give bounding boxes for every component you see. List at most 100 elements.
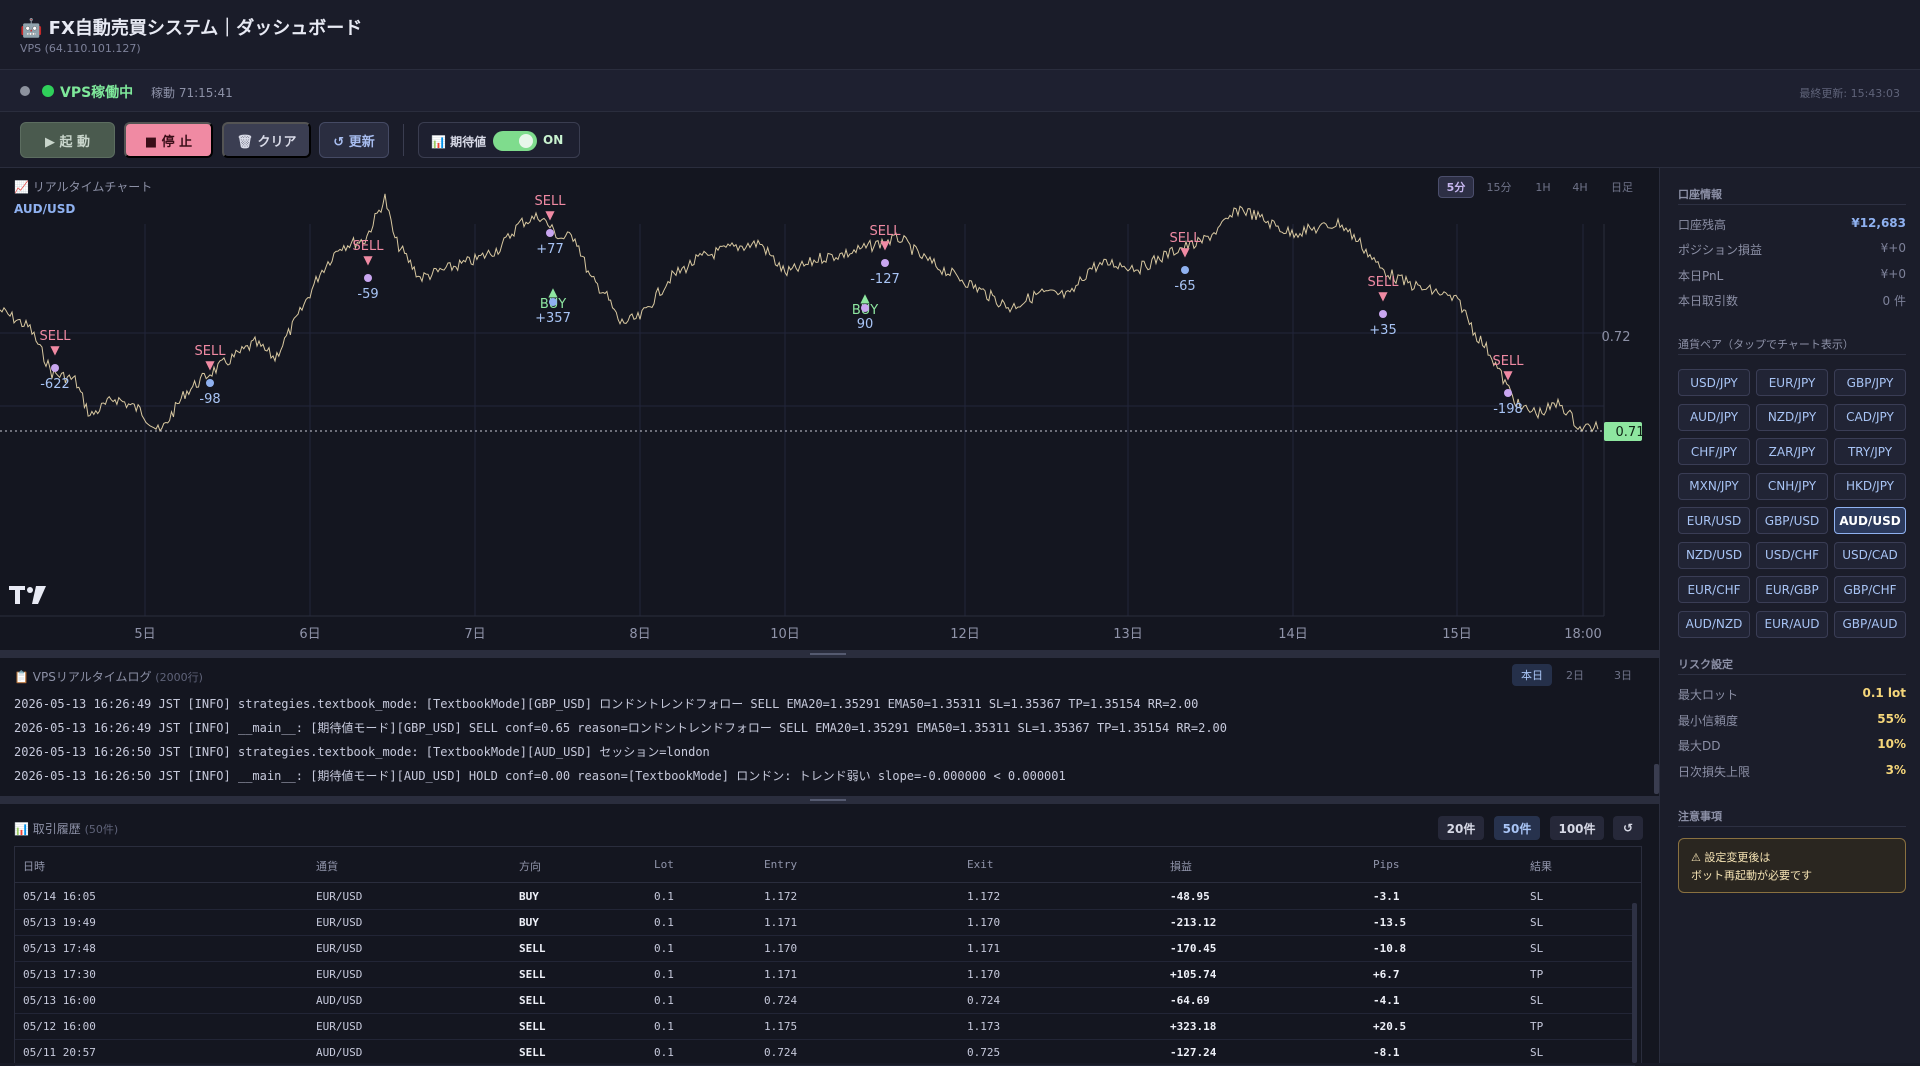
- notice-line-2: ボット再起動が必要です: [1691, 869, 1812, 882]
- pair-button-cnhjpy[interactable]: CNH/JPY: [1756, 472, 1828, 500]
- pair-button-gbpaud[interactable]: GBP/AUD: [1834, 610, 1906, 638]
- log-range-today[interactable]: 本日: [1512, 664, 1552, 686]
- clear-button[interactable]: 🗑 クリア: [222, 122, 311, 158]
- log-history-splitter[interactable]: [0, 796, 1659, 804]
- risk-section-title: リスク設定: [1678, 658, 1733, 671]
- risk-daily-loss: 日次損失上限 3%: [1678, 763, 1906, 783]
- log-range-2d[interactable]: 2日: [1566, 669, 1584, 682]
- arrow-down-icon: ▼: [363, 253, 373, 267]
- cell-datetime: 05/13 16:00: [23, 994, 96, 1007]
- pair-button-nzdusd[interactable]: NZD/USD: [1678, 541, 1750, 569]
- pair-button-nzdjpy[interactable]: NZD/JPY: [1756, 403, 1828, 431]
- limit-50-button[interactable]: 50件: [1494, 816, 1540, 840]
- vps-status-label: VPS稼働中: [60, 85, 134, 101]
- cell-lot: 0.1: [654, 1046, 674, 1059]
- trade-exit-dot[interactable]: [1504, 389, 1512, 397]
- pair-button-eurgbp[interactable]: EUR/GBP: [1756, 576, 1828, 603]
- pair-button-eurchf[interactable]: EUR/CHF: [1678, 576, 1750, 603]
- timeframe-4h[interactable]: 4H: [1572, 180, 1588, 194]
- trade-exit-dot[interactable]: [861, 304, 869, 312]
- connection-indicator-icon: [20, 86, 30, 96]
- log-scrollbar[interactable]: [1654, 764, 1659, 794]
- expected-value-toggle[interactable]: [493, 131, 537, 151]
- limit-20-button[interactable]: 20件: [1438, 816, 1484, 840]
- trade-exit-dot[interactable]: [206, 379, 214, 387]
- divider: [1678, 674, 1906, 675]
- trade-exit-dot[interactable]: [1379, 310, 1387, 318]
- timeframe-1h[interactable]: 1H: [1535, 180, 1551, 194]
- timeframe-daily[interactable]: 日足: [1611, 181, 1633, 194]
- trade-marker-pnl: -59: [357, 287, 378, 302]
- notice-box: ⚠ 設定変更後は ボット再起動が必要です: [1678, 838, 1906, 893]
- notice-line-1: ⚠ 設定変更後は: [1691, 851, 1771, 864]
- cell-exit: 0.725: [967, 1046, 1001, 1059]
- trade-exit-dot[interactable]: [546, 229, 554, 237]
- pair-button-cadjpy[interactable]: CAD/JPY: [1834, 403, 1906, 431]
- time-axis-tick: 7日: [464, 627, 485, 642]
- cell-datetime: 05/13 17:48: [23, 942, 96, 955]
- cell-direction: SELL: [519, 994, 546, 1007]
- pair-button-gbpusd[interactable]: GBP/USD: [1756, 507, 1828, 534]
- table-row[interactable]: 05/13 16:00 AUD/USD SELL 0.1 0.724 0.724 -64.6…: [15, 988, 1635, 1014]
- trade-marker-sell-label: SELL: [535, 194, 567, 209]
- cell-result: SL: [1530, 1046, 1544, 1059]
- pair-button-eurusd[interactable]: EUR/USD: [1678, 507, 1750, 534]
- green-circle-icon: [42, 85, 54, 97]
- cell-pair: AUD/USD: [316, 1046, 363, 1059]
- trade-exit-dot[interactable]: [881, 259, 889, 267]
- pair-button-gbpjpy[interactable]: GBP/JPY: [1834, 369, 1906, 396]
- table-row[interactable]: 05/14 16:05 EUR/USD BUY 0.1 1.172 1.172 -48.95…: [15, 884, 1635, 910]
- start-button[interactable]: ▶ 起 動: [20, 122, 115, 158]
- log-line: 2026-05-13 16:26:49 JST [INFO] strategie…: [14, 697, 1199, 711]
- today-trades: 本日取引数 0 件: [1678, 292, 1906, 312]
- pair-button-audusd[interactable]: AUD/USD: [1834, 507, 1906, 534]
- trade-exit-dot[interactable]: [1181, 266, 1189, 274]
- position-pnl-label: ポジション損益: [1678, 243, 1763, 257]
- table-row[interactable]: 05/11 20:57 AUD/USD SELL 0.1 0.724 0.725 -127.…: [15, 1040, 1635, 1066]
- price-series: [0, 193, 1599, 433]
- price-chart[interactable]: SELL▼-622SELL▼-98SELL▼-59SELL▼+77BUY▲+35…: [0, 168, 1659, 650]
- pair-button-usdjpy[interactable]: USD/JPY: [1678, 369, 1750, 396]
- log-range-3d[interactable]: 3日: [1614, 669, 1632, 682]
- pair-button-euraud[interactable]: EUR/AUD: [1756, 610, 1828, 638]
- chart-title: 📈 リアルタイムチャート: [14, 180, 153, 194]
- pair-button-tryjpy[interactable]: TRY/JPY: [1834, 438, 1906, 465]
- pair-button-gbpchf[interactable]: GBP/CHF: [1834, 576, 1906, 603]
- trade-marker-sell-label: SELL: [870, 224, 902, 239]
- pair-button-mxnjpy[interactable]: MXN/JPY: [1678, 472, 1750, 500]
- trade-exit-dot[interactable]: [364, 274, 372, 282]
- table-row[interactable]: 05/12 16:00 EUR/USD SELL 0.1 1.175 1.173 +323.…: [15, 1014, 1635, 1040]
- cell-exit: 0.724: [967, 994, 1001, 1007]
- pair-button-hkdjpy[interactable]: HKD/JPY: [1834, 472, 1906, 500]
- arrow-down-icon: ▼: [1503, 368, 1513, 382]
- timeframe-5m[interactable]: 5分: [1438, 176, 1474, 198]
- pair-button-usdcad[interactable]: USD/CAD: [1834, 541, 1906, 569]
- log-lines: 2026-05-13 16:26:49 JST [INFO] strategie…: [14, 692, 1227, 788]
- table-row[interactable]: 05/13 19:49 EUR/USD BUY 0.1 1.171 1.170 -213.1…: [15, 910, 1635, 936]
- limit-100-button[interactable]: 100件: [1550, 816, 1604, 840]
- cell-pair: EUR/USD: [316, 968, 363, 981]
- trade-marker-pnl: +35: [1369, 323, 1396, 338]
- chart-log-splitter[interactable]: [0, 650, 1659, 658]
- pair-button-zarjpy[interactable]: ZAR/JPY: [1756, 438, 1828, 465]
- pair-button-audjpy[interactable]: AUD/JPY: [1678, 403, 1750, 431]
- divider: [1678, 204, 1906, 205]
- history-refresh-button[interactable]: ↺: [1613, 816, 1643, 840]
- timeframe-15m[interactable]: 15分: [1486, 181, 1512, 194]
- table-scrollbar[interactable]: [1632, 903, 1637, 1063]
- trade-exit-dot[interactable]: [549, 298, 557, 306]
- pair-button-usdchf[interactable]: USD/CHF: [1756, 541, 1828, 569]
- pair-button-audnzd[interactable]: AUD/NZD: [1678, 610, 1750, 638]
- trade-exit-dot[interactable]: [51, 364, 59, 372]
- pair-button-chfjpy[interactable]: CHF/JPY: [1678, 438, 1750, 465]
- today-pnl-label: 本日PnL: [1678, 269, 1724, 283]
- table-row[interactable]: 05/13 17:30 EUR/USD SELL 0.1 1.171 1.170 +105.…: [15, 962, 1635, 988]
- table-row[interactable]: 05/13 17:48 EUR/USD SELL 0.1 1.170 1.171 -170.…: [15, 936, 1635, 962]
- refresh-button[interactable]: ↺ 更新: [319, 122, 389, 158]
- account-balance-value: ¥12,683: [1851, 216, 1906, 230]
- toolbar: ▶ 起 動 ■ 停 止 🗑 クリア ↺ 更新 📊 期待値 ON: [0, 112, 1920, 168]
- stop-button[interactable]: ■ 停 止: [124, 122, 213, 158]
- risk-max-dd-value: 10%: [1877, 737, 1906, 751]
- pair-button-eurjpy[interactable]: EUR/JPY: [1756, 369, 1828, 396]
- trade-marker-sell-label: SELL: [1493, 354, 1525, 369]
